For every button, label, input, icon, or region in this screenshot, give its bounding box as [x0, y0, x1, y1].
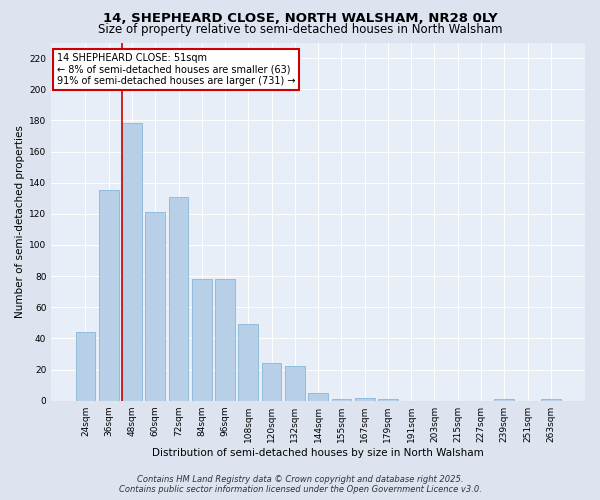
- Bar: [332, 399, 352, 400]
- Bar: [215, 279, 235, 400]
- Bar: [494, 399, 514, 400]
- Bar: [238, 324, 258, 400]
- Bar: [285, 366, 305, 400]
- Bar: [122, 124, 142, 400]
- Bar: [262, 364, 281, 401]
- Bar: [99, 190, 119, 400]
- Bar: [541, 399, 561, 400]
- Text: 14 SHEPHEARD CLOSE: 51sqm
← 8% of semi-detached houses are smaller (63)
91% of s: 14 SHEPHEARD CLOSE: 51sqm ← 8% of semi-d…: [56, 53, 295, 86]
- Bar: [76, 332, 95, 400]
- Bar: [355, 398, 374, 400]
- Text: Size of property relative to semi-detached houses in North Walsham: Size of property relative to semi-detach…: [98, 22, 502, 36]
- Bar: [192, 279, 212, 400]
- Text: 14, SHEPHEARD CLOSE, NORTH WALSHAM, NR28 0LY: 14, SHEPHEARD CLOSE, NORTH WALSHAM, NR28…: [103, 12, 497, 26]
- Bar: [145, 212, 165, 400]
- Bar: [169, 196, 188, 400]
- Text: Contains HM Land Registry data © Crown copyright and database right 2025.
Contai: Contains HM Land Registry data © Crown c…: [119, 474, 481, 494]
- Bar: [308, 393, 328, 400]
- X-axis label: Distribution of semi-detached houses by size in North Walsham: Distribution of semi-detached houses by …: [152, 448, 484, 458]
- Bar: [378, 399, 398, 400]
- Y-axis label: Number of semi-detached properties: Number of semi-detached properties: [15, 125, 25, 318]
